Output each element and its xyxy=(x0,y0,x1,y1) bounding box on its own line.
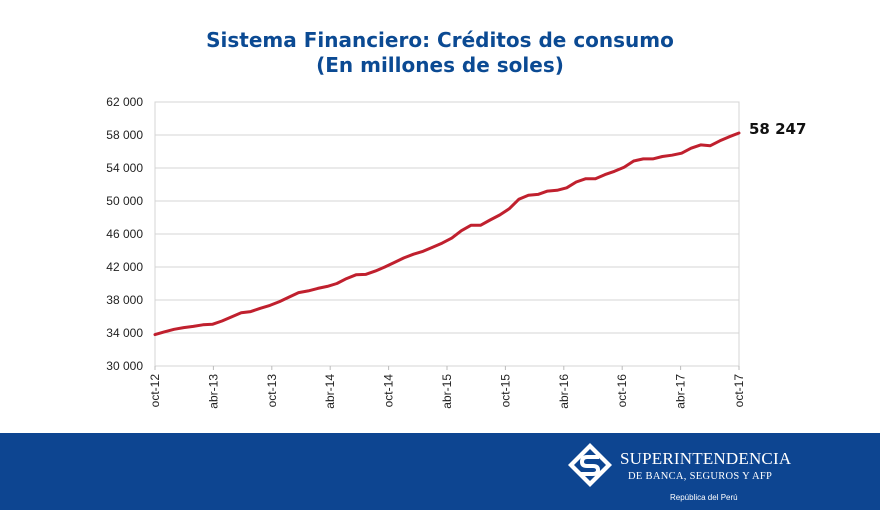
x-tick-label: abr-13 xyxy=(206,374,220,409)
brand-name: SUPERINTENDENCIA xyxy=(620,449,792,468)
chart-subtitle: (En millones de soles) xyxy=(316,53,564,77)
sbs-logo-icon xyxy=(568,443,612,487)
x-tick-label: oct-17 xyxy=(732,374,746,408)
y-tick-label: 42 000 xyxy=(106,260,143,274)
x-tick-label: oct-16 xyxy=(615,374,629,408)
y-tick-label: 54 000 xyxy=(106,161,143,175)
x-tick-label: oct-14 xyxy=(382,374,396,408)
y-tick-label: 46 000 xyxy=(106,227,143,241)
brand-text: SUPERINTENDENCIA DE BANCA, SEGUROS Y AFP… xyxy=(620,449,791,502)
x-tick-label: oct-15 xyxy=(498,374,512,408)
brand-subtitle: DE BANCA, SEGUROS Y AFP xyxy=(628,471,773,482)
line-chart: 30 000 34 000 38 000 42 000 46 000 50 000 54 0… xyxy=(106,95,806,409)
y-tick-label: 58 000 xyxy=(106,128,143,142)
series-line xyxy=(153,131,741,337)
y-tick-label: 50 000 xyxy=(106,194,143,208)
x-tick-label: oct-13 xyxy=(265,374,279,408)
x-tick-label: abr-14 xyxy=(323,374,337,409)
y-tick-label: 38 000 xyxy=(106,293,143,307)
x-tick-label: abr-15 xyxy=(440,374,454,409)
chart-title: Sistema Financiero: Créditos de consumo … xyxy=(0,28,880,78)
brand-country: República del Perú xyxy=(670,493,738,502)
x-tick-label: abr-17 xyxy=(674,374,688,409)
y-tick-label: 30 000 xyxy=(106,359,143,373)
footer-banner xyxy=(0,433,880,510)
x-tick-label: oct-12 xyxy=(148,374,162,408)
end-value-label: 58 247 xyxy=(749,120,806,138)
x-tick-label: abr-16 xyxy=(557,374,571,409)
chart-title-line1: Sistema Financiero: Créditos de consumo xyxy=(206,28,674,52)
y-tick-label: 34 000 xyxy=(106,326,143,340)
y-tick-label: 62 000 xyxy=(106,95,143,109)
